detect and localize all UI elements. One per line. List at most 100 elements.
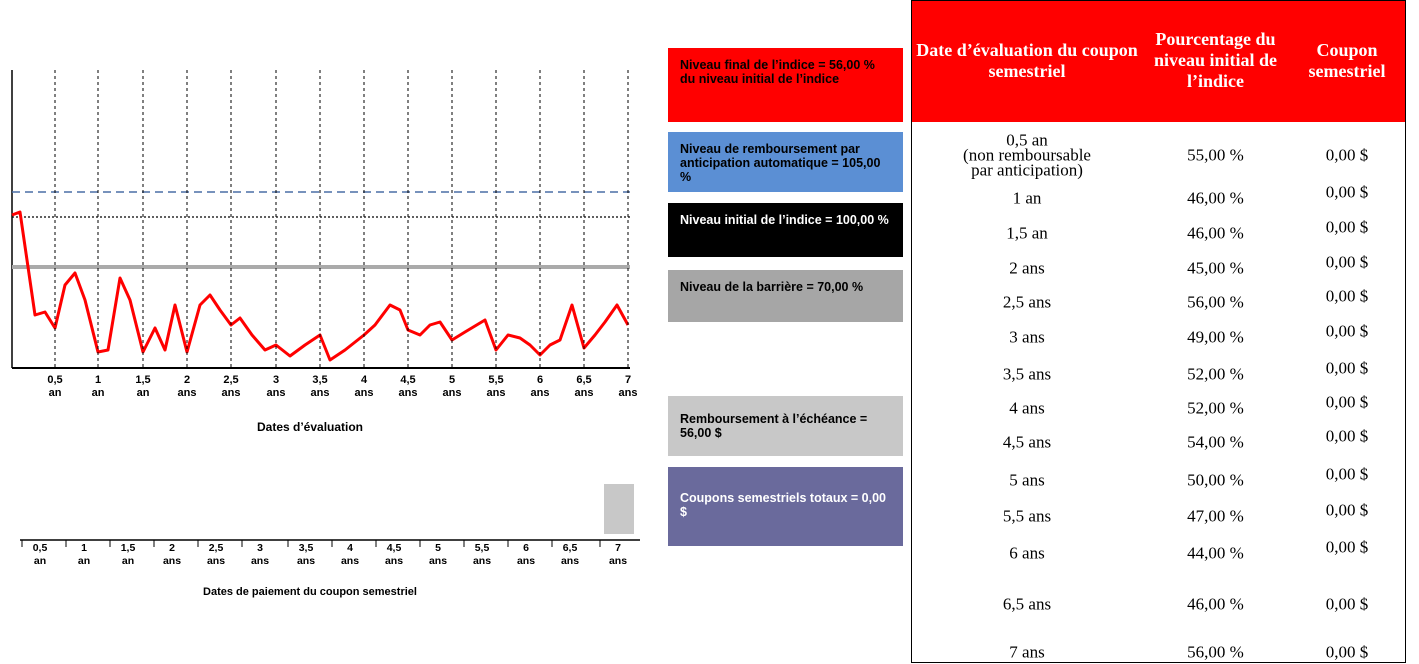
x-tick-label: 3,5 — [312, 374, 328, 386]
payment-tick-label: 4,5 — [386, 542, 402, 554]
table-cell: 5 ans — [1009, 470, 1045, 490]
x-tick-label: 7 — [624, 374, 632, 386]
table-header-cell: Pourcentage du niveau initial de l’indic… — [1153, 29, 1278, 91]
table-cell: 1 an — [1012, 188, 1042, 208]
payment-tick-label: 4 — [347, 542, 353, 554]
payment-tick-label: 1,5 — [120, 542, 136, 554]
payment-tick-label: ans — [340, 555, 360, 567]
payment-tick-label: 0,5 — [32, 542, 48, 554]
table-cell: 50,00 % — [1187, 470, 1244, 490]
payment-tick-label: an — [77, 555, 91, 567]
table-header — [912, 1, 1405, 122]
table-cell: 2,5 ans — [1002, 292, 1052, 312]
x-tick-label: ans — [618, 387, 638, 399]
x-tick-label: ans — [530, 387, 550, 399]
payment-tick-label: 3 — [257, 542, 263, 554]
table-cell: 1,5 an — [1006, 223, 1048, 243]
table-cell: 46,00 % — [1187, 188, 1244, 208]
table-cell: 46,00 % — [1187, 594, 1244, 614]
x-tick-label: ans — [354, 387, 374, 399]
x-tick-label: 4 — [360, 374, 368, 386]
table-cell: 0,00 $ — [1325, 286, 1369, 306]
table-cell: 0,00 $ — [1325, 217, 1369, 237]
table-header-cell: Date d’évaluation du coupon semestriel — [916, 39, 1138, 81]
table-cell: 0,00 $ — [1325, 358, 1369, 378]
legend-final: Niveau final de l’indice = 56,00 % du ni… — [668, 48, 903, 122]
table-cell: 55,00 % — [1187, 145, 1244, 165]
x-tick-label: 1 — [94, 374, 102, 386]
table-cell: 0,00 $ — [1325, 321, 1369, 341]
table-cell: 7 ans — [1009, 642, 1045, 662]
legend-initial: Niveau initial de l’indice = 100,00 % — [668, 203, 903, 257]
payment-tick-label: ans — [162, 555, 182, 567]
table-cell: 46,00 % — [1187, 223, 1244, 243]
payment-tick-label: 7 — [615, 542, 621, 554]
payment-tick-label: ans — [560, 555, 580, 567]
payment-tick-label: ans — [206, 555, 226, 567]
x-tick-label: ans — [221, 387, 241, 399]
payment-tick-label: 3,5 — [298, 542, 314, 554]
table-cell: 6 ans — [1009, 543, 1045, 563]
table-cell: 44,00 % — [1187, 543, 1244, 563]
payment-tick-label: ans — [428, 555, 448, 567]
payment-tick-label: 2 — [169, 542, 175, 554]
x-tick-label: ans — [574, 387, 594, 399]
x-tick-label: ans — [266, 387, 286, 399]
table — [911, 0, 1406, 663]
x-tick-label: 4,5 — [400, 374, 416, 386]
table-cell: 56,00 % — [1187, 642, 1244, 662]
table-cell: 4,5 ans — [1002, 432, 1052, 452]
x-tick-label: ans — [310, 387, 330, 399]
payment-tick-label: ans — [608, 555, 628, 567]
payment-tick-label: 6,5 — [562, 542, 578, 554]
table-cell: 3,5 ans — [1002, 364, 1052, 384]
x-tick-label: an — [48, 387, 62, 399]
x-tick-label: 6 — [536, 374, 544, 386]
table-cell: 54,00 % — [1187, 432, 1244, 452]
table-cell: 0,00 $ — [1325, 392, 1369, 412]
chart-lines — [11, 70, 640, 547]
payment-axis-title: Dates de paiement du coupon semestriel — [203, 586, 417, 598]
payment-tick-label: 2,5 — [208, 542, 224, 554]
table-cell: 0,00 $ — [1325, 594, 1369, 614]
table-cell: 0,00 $ — [1325, 145, 1369, 165]
x-tick-label: an — [136, 387, 150, 399]
x-tick-label: 6,5 — [576, 374, 592, 386]
table-cell: 49,00 % — [1187, 327, 1244, 347]
legend-autocall: Niveau de remboursement par anticipation… — [668, 132, 903, 192]
payment-tick-label: an — [121, 555, 135, 567]
table-cell: 0,00 $ — [1325, 426, 1369, 446]
x-tick-label: ans — [398, 387, 418, 399]
table-cell: 2 ans — [1009, 258, 1045, 278]
table-cell: 0,00 $ — [1325, 642, 1369, 662]
x-axis-title: Dates d’évaluation — [256, 420, 364, 434]
legend-redemption: Remboursement à l’échéance = 56,00 $ — [668, 396, 903, 456]
payment-tick-label: 6 — [523, 542, 529, 554]
table-cell: 0,5 an (non remboursable par anticipatio… — [963, 130, 1091, 180]
x-tick-label: ans — [486, 387, 506, 399]
table-cell: 6,5 ans — [1002, 594, 1052, 614]
x-tick-label: 2,5 — [223, 374, 239, 386]
table-cell: 0,00 $ — [1325, 252, 1369, 272]
x-tick-label: ans — [177, 387, 197, 399]
table-cell: 0,00 $ — [1325, 182, 1369, 202]
table-cell: 4 ans — [1009, 398, 1045, 418]
table-cell: 0,00 $ — [1325, 537, 1369, 557]
x-tick-label: 0,5 — [47, 374, 63, 386]
table-cell: 0,00 $ — [1325, 464, 1369, 484]
payment-tick-label: ans — [472, 555, 492, 567]
x-tick-label: 5 — [448, 374, 456, 386]
table-cell: 47,00 % — [1187, 506, 1244, 526]
table-cell: 5,5 ans — [1002, 506, 1052, 526]
x-tick-label: 5,5 — [488, 374, 504, 386]
payment-tick-label: 1 — [81, 542, 87, 554]
payment-tick-label: 5 — [435, 542, 441, 554]
payment-tick-label: ans — [516, 555, 536, 567]
legend-barrier: Niveau de la barrière = 70,00 % — [668, 270, 903, 322]
payment-tick-label: an — [33, 555, 47, 567]
x-tick-label: 1,5 — [135, 374, 151, 386]
x-tick-label: ans — [442, 387, 462, 399]
x-tick-label: 3 — [272, 374, 280, 386]
payment-tick-label: ans — [250, 555, 270, 567]
